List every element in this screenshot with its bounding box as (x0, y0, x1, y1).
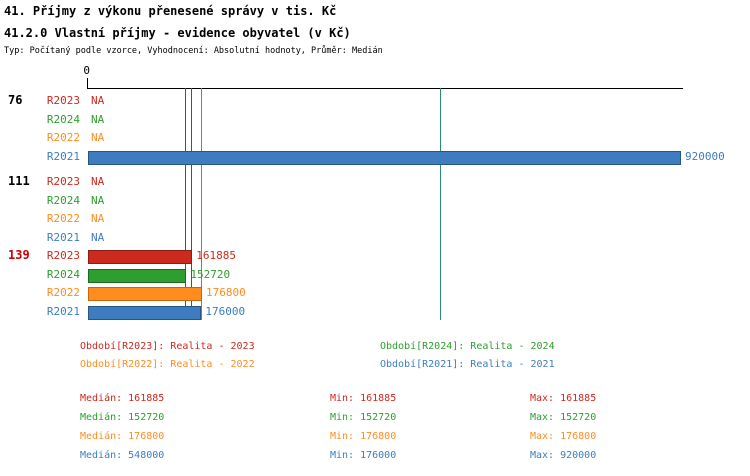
na-label: NA (91, 193, 105, 207)
legend-item-R2024: Období[R2024]: Realita - 2024 (380, 341, 555, 352)
stat-min-R2022: Min: 176800 (330, 431, 397, 442)
legend-item-R2022: Období[R2022]: Realita - 2022 (80, 359, 255, 370)
na-label: NA (91, 131, 105, 144)
series-label: R2024 (46, 193, 80, 207)
bar-R2023 (88, 250, 193, 264)
chart-subtitle: Typ: Počítaný podle vzorce, Vyhodnocení:… (4, 46, 383, 56)
series-label: R2024 (46, 112, 80, 126)
na-label: NA (91, 94, 105, 107)
stat-max-R2021: Max: 920000 (530, 450, 597, 461)
bar-R2021 (88, 305, 202, 320)
series-label: R2024 (46, 267, 80, 281)
stat-median-R2022: Medián: 176800 (80, 431, 165, 442)
na-label: NA (91, 112, 105, 126)
series-label: R2021 (46, 304, 80, 318)
chart-title-line2: 41.2.0 Vlastní příjmy - evidence obyvate… (4, 26, 351, 40)
series-label: R2023 (46, 249, 80, 262)
series-label: R2021 (46, 149, 80, 163)
value-label: 152720 (190, 267, 231, 281)
chart-title-line1: 41. Příjmy z výkonu přenesené správy v t… (4, 4, 337, 18)
median-line-R2023 (191, 88, 193, 320)
stat-median-R2023: Medián: 161885 (80, 393, 165, 404)
series-label: R2022 (46, 212, 80, 225)
x-axis-line (87, 88, 683, 89)
x-axis-zero-label: 0 (83, 64, 90, 77)
stat-median-R2024: Medián: 152720 (80, 412, 165, 423)
value-label: 920000 (685, 149, 725, 163)
stat-max-R2023: Max: 161885 (530, 393, 597, 404)
na-label: NA (91, 230, 105, 244)
stat-min-R2024: Min: 152720 (330, 412, 397, 423)
series-label: R2021 (46, 230, 80, 244)
stat-min-R2023: Min: 161885 (330, 393, 397, 404)
legend-item-R2021: Období[R2021]: Realita - 2021 (380, 359, 555, 370)
value-label: 176000 (205, 304, 246, 318)
group-label: 111 (8, 174, 30, 188)
value-label: 161885 (196, 249, 237, 262)
series-label: R2022 (46, 131, 80, 144)
value-label: 176800 (206, 286, 246, 299)
group-label: 76 (8, 93, 23, 107)
stat-median-R2021: Medián: 548000 (80, 450, 165, 461)
series-label: R2022 (46, 286, 80, 299)
legend-item-R2023: Období[R2023]: Realita - 2023 (80, 341, 255, 352)
bar-R2024 (88, 268, 187, 283)
na-label: NA (91, 175, 105, 188)
x-axis-tick (87, 78, 88, 88)
bar-R2022 (88, 287, 202, 301)
median-line-R2022 (201, 88, 202, 320)
stat-min-R2021: Min: 176000 (330, 450, 397, 461)
series-label: R2023 (46, 175, 80, 188)
stat-max-R2024: Max: 152720 (530, 412, 597, 423)
stat-max-R2022: Max: 176800 (530, 431, 597, 442)
median-line-R2024 (185, 88, 187, 320)
series-label: R2023 (46, 94, 80, 107)
bar-R2021 (88, 150, 681, 165)
group-label: 139 (8, 248, 30, 262)
na-label: NA (91, 212, 105, 225)
median-line-R2021 (440, 88, 442, 320)
